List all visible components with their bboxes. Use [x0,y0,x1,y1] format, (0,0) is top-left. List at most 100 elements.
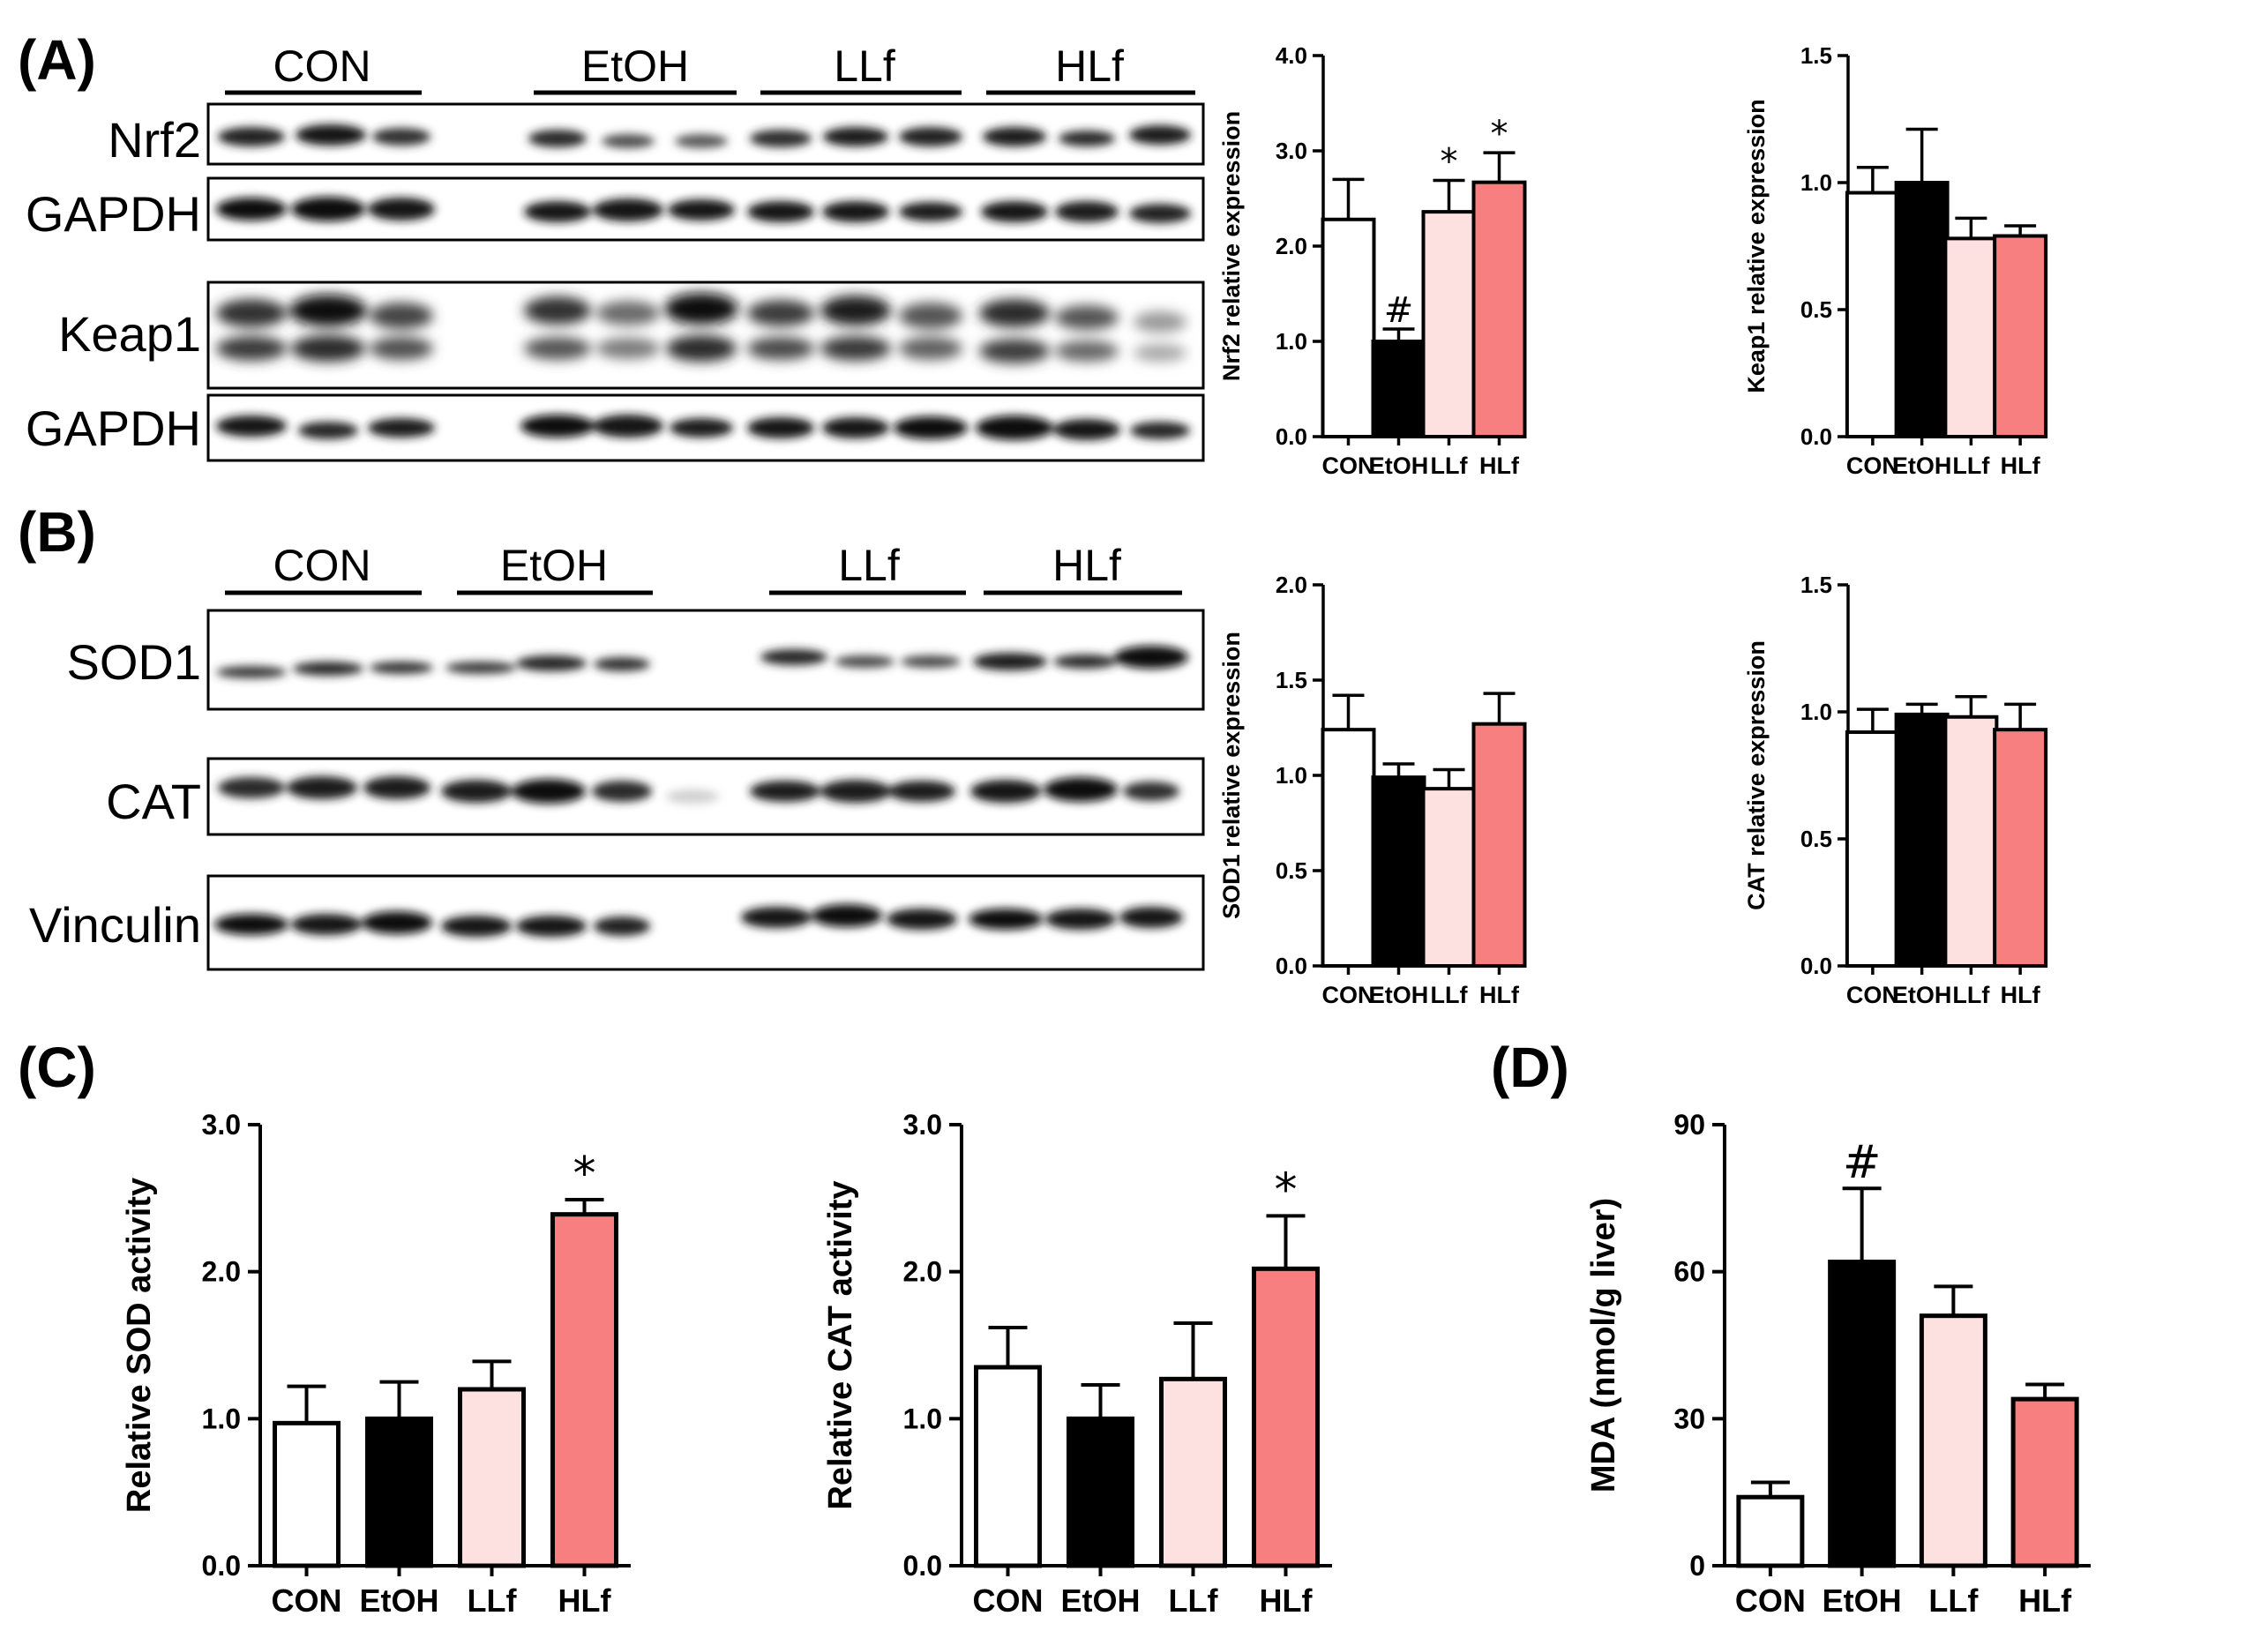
nrf2-category-label: EtOH [1369,453,1429,479]
blot-a-row-label-keap1: Keap1 [58,306,201,362]
cat-bar-llf [1943,714,1999,968]
keap1-category-label: LLf [1952,453,1990,479]
cat-bar-con [1845,730,1900,968]
sod_activity-category-label: LLf [468,1582,518,1619]
keap1-category-label: EtOH [1892,453,1952,479]
blot-bands-keap1 [216,293,1186,363]
sod_activity-y-tick-label: 1.0 [202,1403,241,1434]
cat-bar-hlf [1993,728,2048,968]
chart-sod-activity: 0.0 1.0 2.0 3.0 Relative SOD activity CON EtOH… [121,1109,631,1619]
nrf2-category-label: HLf [1479,453,1520,479]
cat-y-tick-label: 1.0 [1800,699,1832,725]
sod1-y-tick-label: 0.0 [1276,953,1307,979]
nrf2-bar-con [1321,217,1376,438]
blot-bands-nrf2 [218,124,1191,148]
nrf2-y-axis-title: Nrf2 relative expression [1218,111,1245,381]
keap1-category-label: CON [1846,453,1899,479]
blot-b-row-label-cat: CAT [106,774,201,829]
cat_activity-bar-hlf [1252,1266,1320,1568]
sod1-y-tick-label: 1.5 [1276,667,1307,693]
nrf2-significance-mark: * [1491,114,1508,154]
cat_activity-category-label: HLf [1260,1582,1314,1619]
sod1-y-tick-label: 1.0 [1276,762,1307,789]
chart-keap1-expression: 0.0 0.5 1.0 1.5 Keap1 relative expression CON… [1743,42,2048,479]
sod_activity-y-axis-title: Relative SOD activity [121,1178,158,1513]
cat-y-tick-label: 0.5 [1800,826,1832,852]
sod_activity-bar-llf [458,1387,526,1568]
mda-category-label: LLf [1928,1582,1979,1619]
mda-category-label: HLf [2018,1582,2072,1619]
blot-bands-gapdh-1 [216,197,1191,223]
keap1-bar-hlf [1993,234,2048,439]
chart-cat-expression: 0.0 0.5 1.0 1.5 CAT relative expression CONEt… [1743,572,2048,1008]
mda-y-tick-label: 90 [1673,1109,1705,1141]
blot-b-row-label-sod1: SOD1 [67,634,202,690]
cat_activity-y-tick-label: 0.0 [903,1550,942,1582]
keap1-bar-llf [1943,236,1999,438]
sod1-bar-llf [1421,787,1477,968]
keap1-category-label: HLf [2001,453,2041,479]
cat-category-label: LLf [1952,982,1990,1008]
panel-letter-c: (C) [18,1036,96,1099]
sod1-y-axis-title: SOD1 relative expression [1218,632,1245,919]
chart-nrf2-expression: 0.0 1.0 2.0 3.0 4.0 Nrf2 relative expression C… [1218,42,1527,479]
sod_activity-y-tick-label: 3.0 [202,1109,241,1141]
chart-cat-activity: 0.0 1.0 2.0 3.0 Relative CAT activity CON EtOH… [822,1109,1332,1619]
cat-y-tick-label: 1.5 [1800,572,1832,598]
sod_activity-bar-etoh [365,1416,433,1568]
blot-b-row-label-vinculin: Vinculin [29,897,201,953]
blot-a-group-hlf: HLf [1055,41,1124,91]
nrf2-y-tick-label: 2.0 [1276,233,1307,259]
blot-a-row-label-gapdh-2: GAPDH [26,400,201,456]
cat_activity-category-label: CON [973,1582,1044,1619]
cat-category-label: EtOH [1892,982,1952,1008]
sod_activity-category-label: CON [272,1582,342,1619]
mda-y-axis-title: MDA (nmol/g liver) [1585,1198,1622,1493]
nrf2-y-tick-label: 4.0 [1276,42,1307,69]
mda-category-label: CON [1735,1582,1806,1619]
blot-bands-cat [218,776,1179,804]
chart-mda: 0 30 60 90 MDA (nmol/g liver) CON EtOH # LLf HLf [1585,1109,2091,1619]
nrf2-bar-etoh [1371,340,1426,438]
cat_activity-bar-llf [1159,1376,1227,1568]
sod_activity-bar-hlf [550,1212,618,1568]
blot-b-group-llf: LLf [838,541,900,590]
blot-a: CON EtOH LLf HLf Nrf2 GAPDH Keap1 GAPDH [26,41,1205,462]
keap1-y-axis-title: Keap1 relative expression [1743,99,1770,393]
sod1-bar-etoh [1371,775,1426,968]
sod_activity-category-label: HLf [558,1582,612,1619]
cat-category-label: HLf [2001,982,2041,1008]
keap1-bar-con [1845,191,1900,439]
mda-significance-mark: # [1843,1136,1882,1189]
panel-letter-a: (A) [18,28,96,92]
mda-y-tick-label: 0 [1689,1550,1705,1582]
mda-bar-etoh [1828,1260,1897,1568]
keap1-y-tick-label: 1.5 [1800,42,1832,69]
nrf2-bar-llf [1421,210,1477,438]
sod1-category-label: EtOH [1369,982,1429,1008]
nrf2-category-label: LLf [1431,453,1469,479]
sod1-category-label: HLf [1479,982,1520,1008]
blot-b-group-con: CON [273,541,371,590]
sod1-category-label: LLf [1431,982,1469,1008]
mda-bar-con [1736,1494,1805,1568]
keap1-y-tick-label: 0.0 [1800,423,1832,450]
sod1-category-label: CON [1322,982,1375,1008]
nrf2-y-tick-label: 1.0 [1276,328,1307,355]
mda-y-tick-label: 30 [1673,1403,1705,1434]
nrf2-bar-hlf [1471,180,1527,438]
sod_activity-category-label: EtOH [360,1582,439,1619]
blot-b: CON EtOH LLf HLf SOD1 CAT Vinculin [29,541,1205,971]
blot-bands-sod1 [216,646,1188,678]
cat_activity-bar-con [974,1365,1042,1568]
cat_activity-y-tick-label: 1.0 [903,1403,942,1434]
blot-b-group-etoh: EtOH [500,541,608,590]
blot-a-row-label-gapdh-1: GAPDH [26,186,201,242]
nrf2-significance-mark: * [1441,141,1458,182]
blot-a-group-con: CON [273,41,371,91]
cat_activity-y-axis-title: Relative CAT activity [822,1180,859,1509]
keap1-y-tick-label: 1.0 [1800,169,1832,196]
mda-bar-llf [1919,1313,1987,1568]
cat-bar-etoh [1894,712,1950,968]
blot-bands-vinculin [214,904,1183,937]
